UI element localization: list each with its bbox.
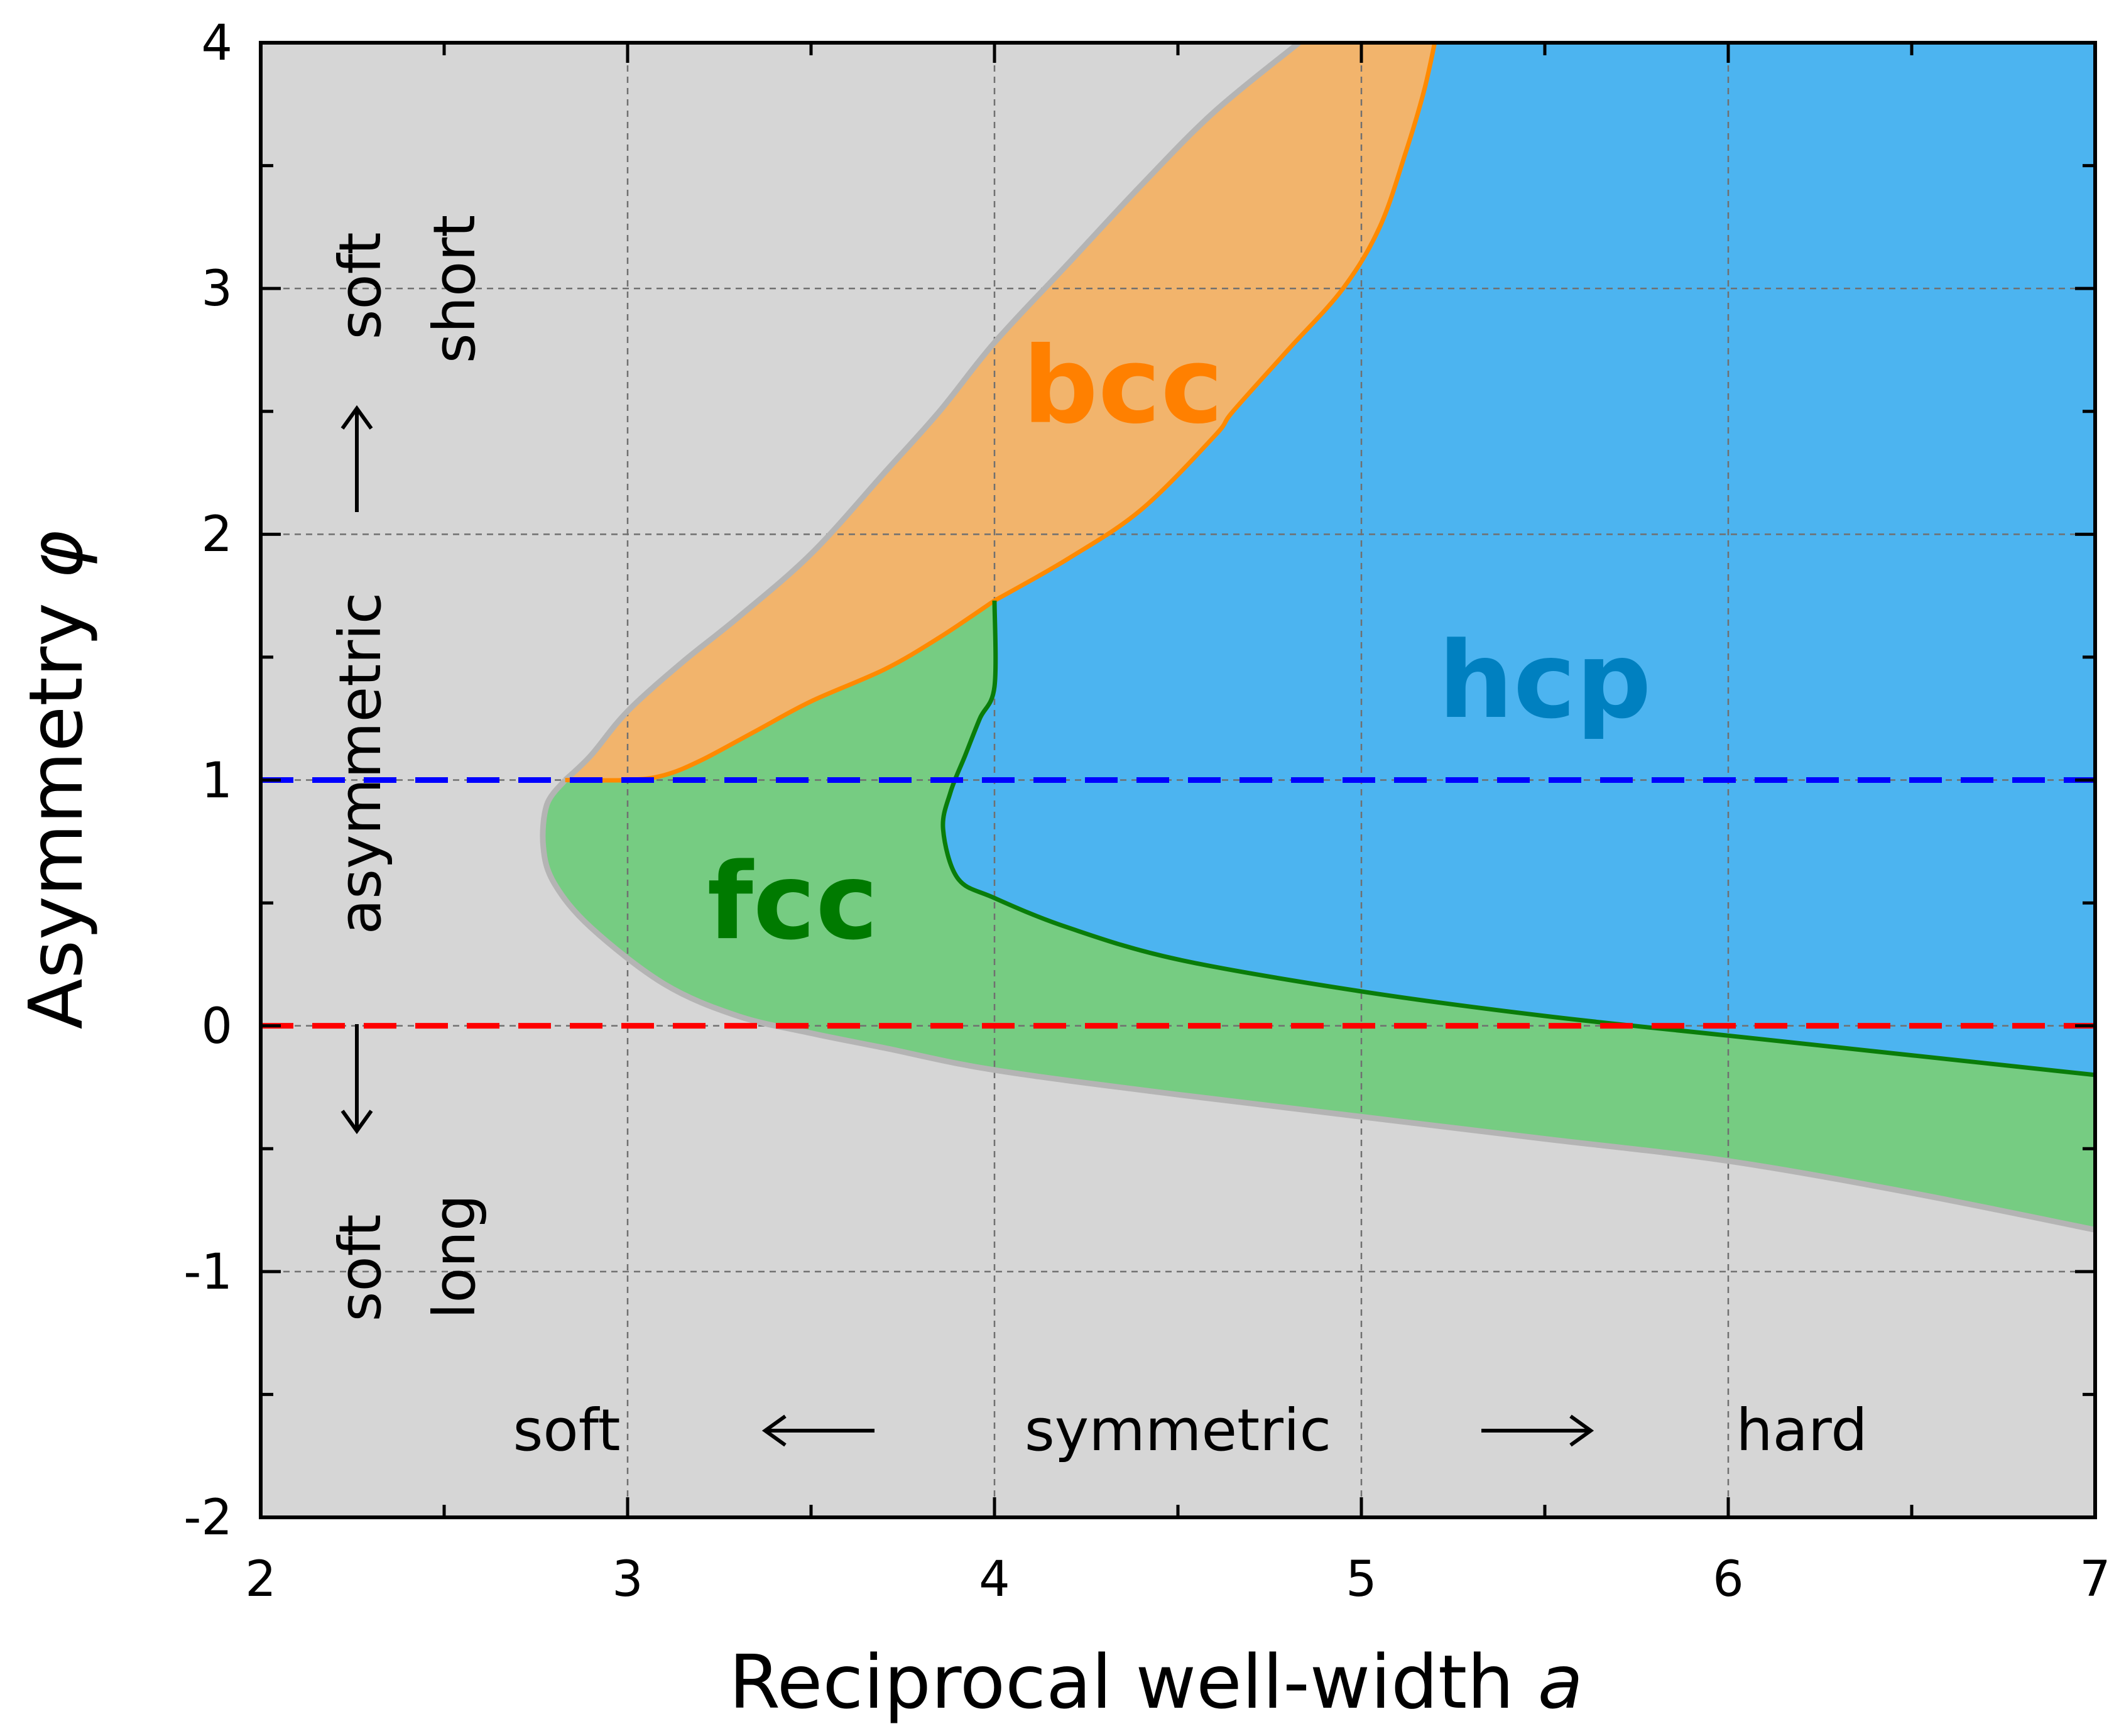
x-axis-title: Reciprocal well-width a <box>729 1639 1583 1725</box>
y-axis-title: Asymmetry φ <box>13 530 99 1030</box>
bcc-label: bcc <box>1023 324 1223 447</box>
bcc-region <box>565 43 1435 781</box>
x-tick-label: 2 <box>245 1551 276 1608</box>
x-tick-label: 5 <box>1346 1551 1377 1608</box>
outer-boundary-lower <box>540 778 2095 1233</box>
outer-boundary-upper <box>563 43 1301 782</box>
hcp-region <box>942 43 2095 1075</box>
annotation-asymmetric: asymmetric <box>327 592 394 935</box>
fcc-label: fcc <box>707 840 878 963</box>
fcc-hcp-boundary <box>940 600 2095 1078</box>
annotation-x-hard: hard <box>1736 1397 1867 1464</box>
hcp-label: hcp <box>1438 619 1651 742</box>
y-tick-label: -1 <box>183 1244 232 1301</box>
x-tick-label: 7 <box>2079 1551 2111 1608</box>
annotation-x-symmetric: symmetric <box>1025 1397 1331 1464</box>
fcc-region <box>542 600 2095 1230</box>
axis-ticks <box>259 41 2097 1519</box>
y-tick-label: 2 <box>201 506 232 563</box>
y-tick-label: -2 <box>183 1490 232 1546</box>
x-tick-labels: 2 3 4 5 6 7 <box>245 1551 2111 1608</box>
annotation-x-soft: soft <box>513 1397 620 1464</box>
y-tick-label: 1 <box>201 753 232 809</box>
left-arrow-icon <box>761 1414 874 1447</box>
x-tick-label: 6 <box>1713 1551 1744 1608</box>
annotation-top-soft: soft <box>327 232 394 339</box>
up-arrow-icon <box>341 405 373 512</box>
down-arrow-icon <box>341 1024 373 1135</box>
right-arrow-icon <box>1481 1414 1594 1447</box>
annotation-bottom-long: long <box>421 1194 488 1319</box>
annotation-bottom-soft: soft <box>327 1214 394 1321</box>
bcc-hcp-boundary <box>993 43 1437 603</box>
y-tick-label: 4 <box>201 15 232 72</box>
annotation-top-short: short <box>421 215 488 363</box>
y-tick-label: 3 <box>201 261 232 317</box>
y-tick-label: 0 <box>201 998 232 1055</box>
x-tick-label: 3 <box>612 1551 643 1608</box>
y-tick-labels: -2 -1 0 1 2 3 4 <box>183 15 232 1546</box>
x-tick-label: 4 <box>979 1551 1010 1608</box>
